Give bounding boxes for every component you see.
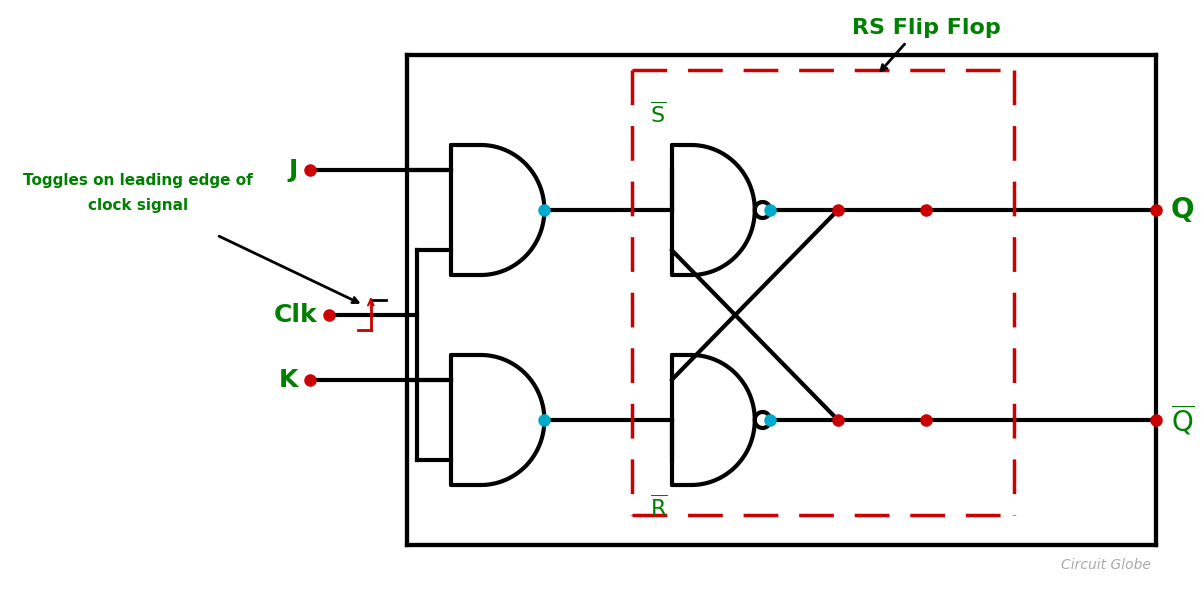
Text: Q: Q (1171, 196, 1194, 224)
Text: $\overline{\mathrm{Q}}$: $\overline{\mathrm{Q}}$ (1171, 403, 1195, 437)
Text: $\overline{\mathrm{S}}$: $\overline{\mathrm{S}}$ (650, 102, 667, 127)
Text: clock signal: clock signal (88, 198, 189, 213)
Text: J: J (288, 158, 298, 182)
Text: K: K (279, 368, 298, 392)
Text: Toggles on leading edge of: Toggles on leading edge of (23, 173, 253, 188)
Text: Clk: Clk (274, 303, 317, 327)
Text: $\overline{\mathrm{R}}$: $\overline{\mathrm{R}}$ (650, 495, 668, 520)
Text: Circuit Globe: Circuit Globe (1062, 558, 1151, 572)
Text: RS Flip Flop: RS Flip Flop (852, 18, 1000, 38)
